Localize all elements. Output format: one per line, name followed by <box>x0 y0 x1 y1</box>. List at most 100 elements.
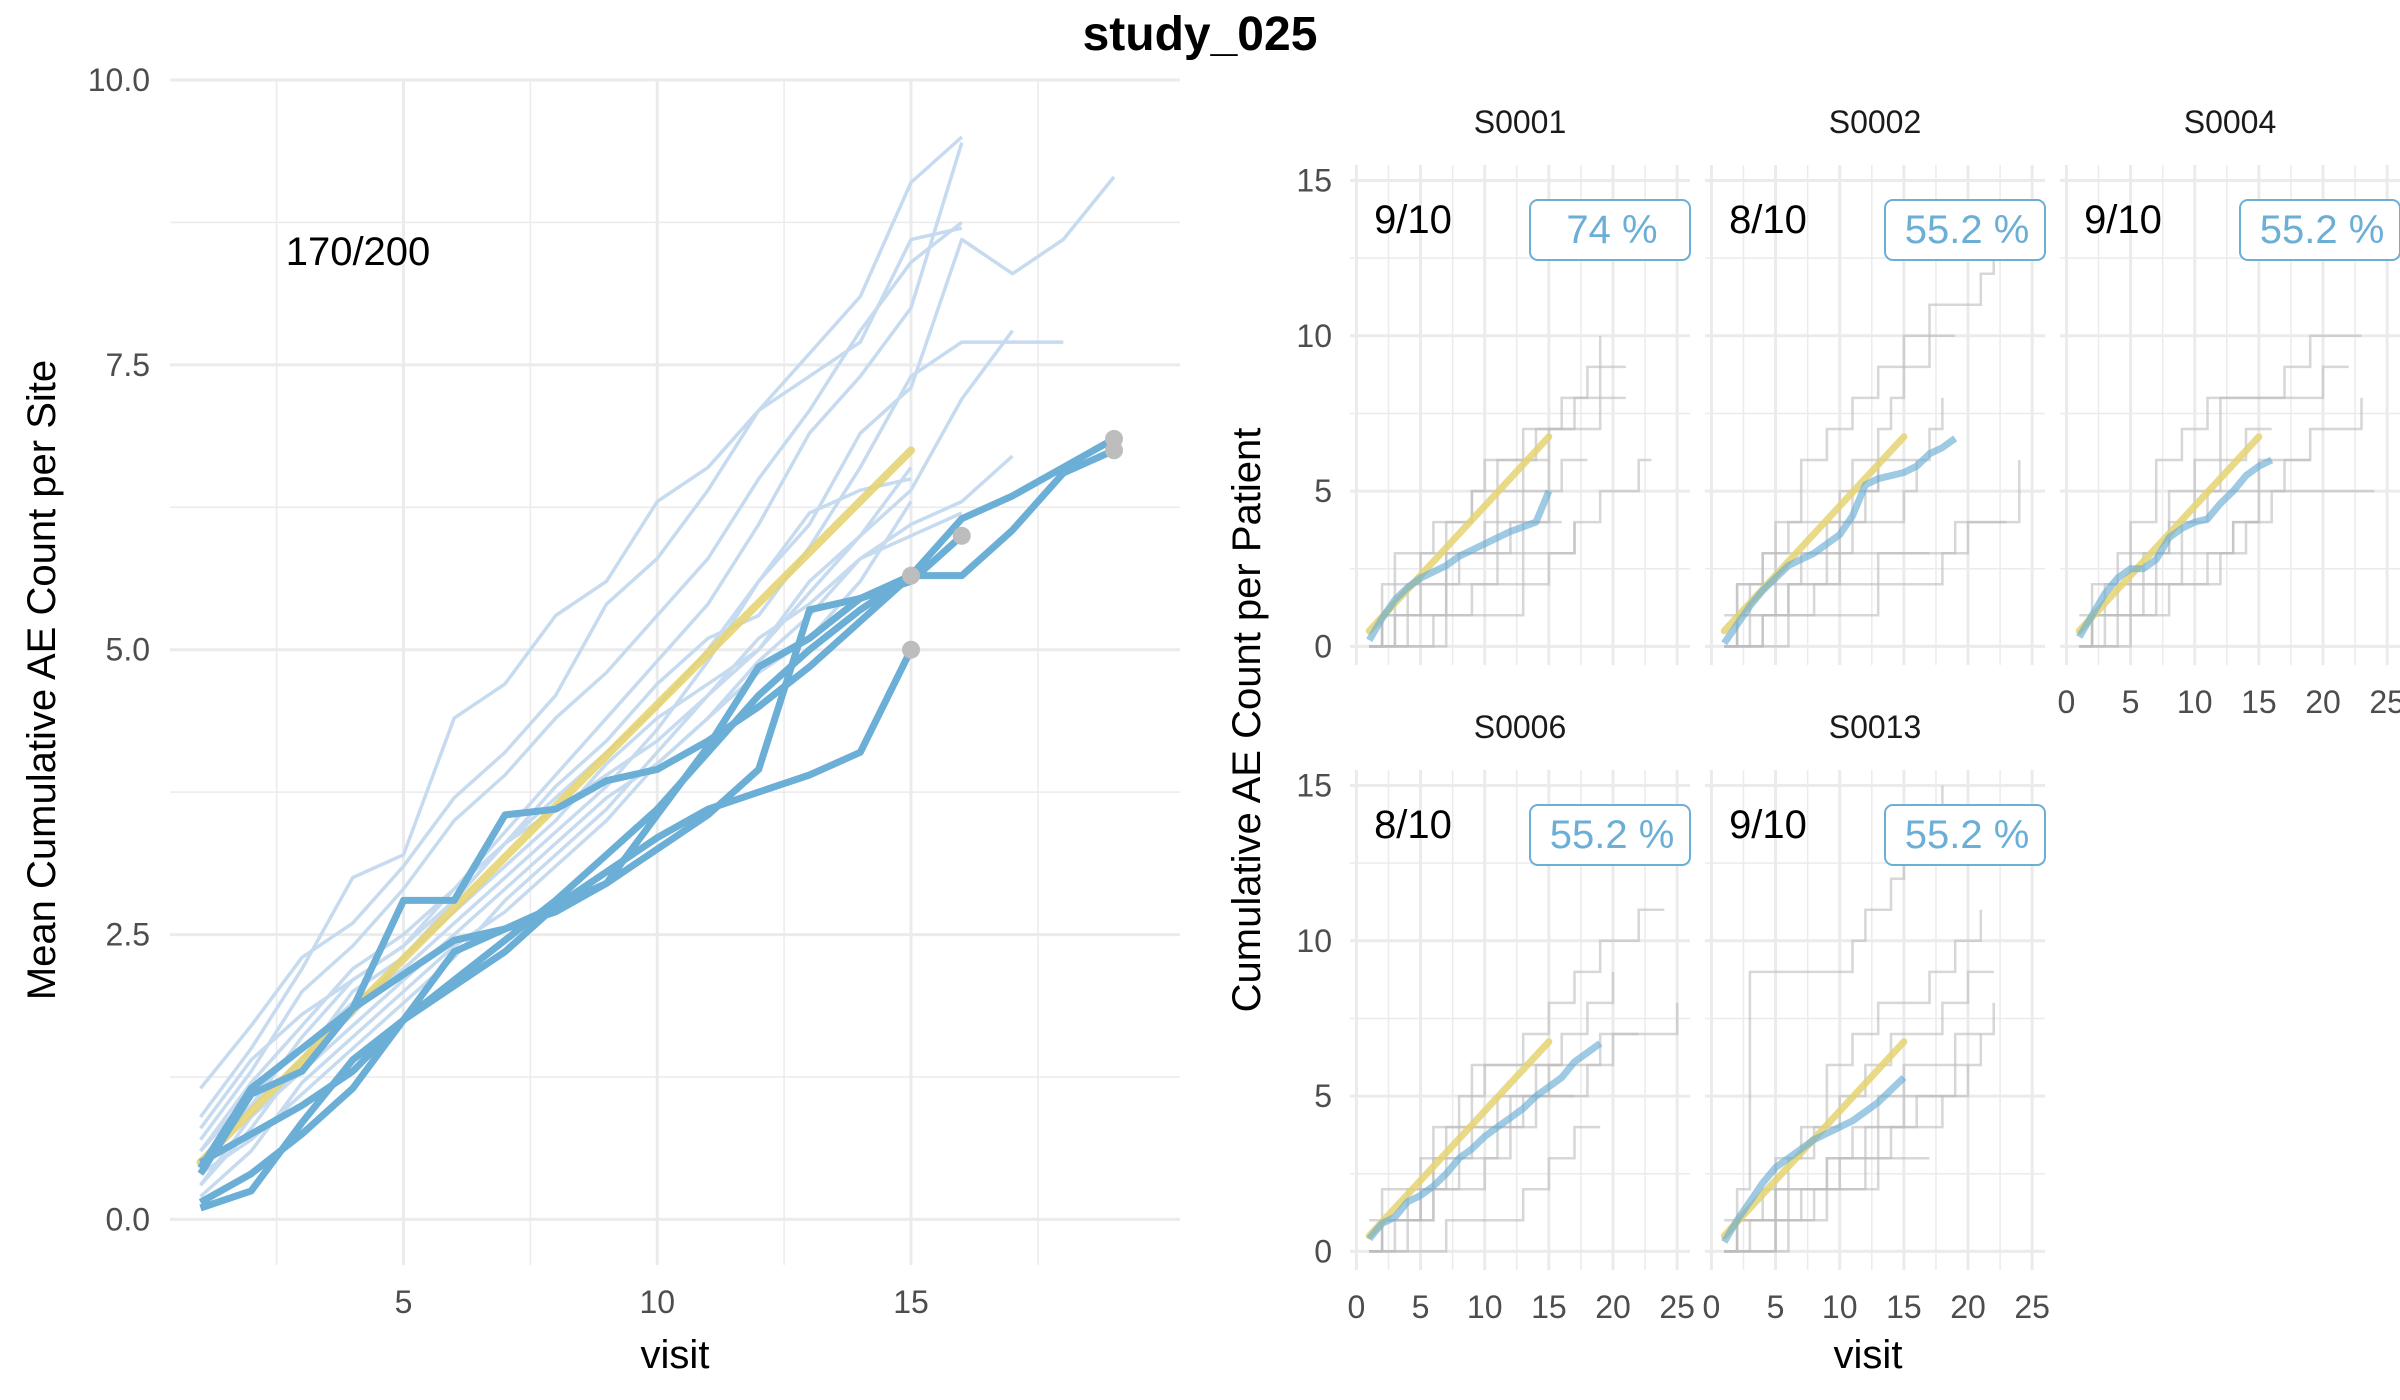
facet-x-tick-label: 25 <box>1659 1289 1695 1325</box>
site-x-axis-label: visit <box>641 1333 710 1377</box>
patient-line <box>1369 1032 1639 1253</box>
facet-site-mean-line <box>1721 435 1958 646</box>
facet-site-mean-line <box>1366 489 1553 642</box>
facet-site-mean-line <box>1366 1040 1603 1242</box>
facet-panel-s0001: S0001 9/10 74 % 0 5 10 15 <box>1296 104 1691 665</box>
facet-x-tick-label: 15 <box>1886 1289 1922 1325</box>
facet-y-tick-label: 0 <box>1314 1233 1332 1269</box>
facet-strip-label: S0004 <box>2184 104 2277 140</box>
facet-y-tick-label: 10 <box>1296 923 1332 959</box>
facet-count-annotation: 9/10 <box>1374 198 1452 242</box>
facet-percent-box <box>1529 804 1691 866</box>
site-background-line <box>199 340 1064 1187</box>
facet-x-tick-label: 0 <box>1703 1289 1721 1325</box>
facet-data <box>1365 335 1652 648</box>
site-highlight-lines <box>197 435 1116 1212</box>
facet-site-mean-line <box>1721 1074 1907 1244</box>
facet-y-tick-label: 5 <box>1314 1078 1332 1114</box>
facet-percent-label: 55.2 % <box>1905 208 2030 252</box>
facet-data <box>2075 334 2375 648</box>
facet-panel-s0004: S0004 9/10 55.2 % 0 5 10 15 20 25 <box>2058 104 2400 720</box>
site-chart-grid <box>170 78 1180 1265</box>
facet-percent-box <box>1884 804 2046 866</box>
facet-count-annotation: 9/10 <box>1729 803 1807 847</box>
site-x-tick-label: 15 <box>893 1284 929 1320</box>
facet-data <box>1720 242 2021 648</box>
facet-x-tick-label: 5 <box>2122 684 2140 720</box>
site-endpoint-dot <box>1105 429 1124 448</box>
site-y-tick-label: 10.0 <box>88 62 150 98</box>
site-y-axis-label: Mean Cumulative AE Count per Site <box>20 360 64 1000</box>
facet-x-tick-label: 10 <box>1822 1289 1858 1325</box>
patient-facets: S0001 9/10 74 % 0 5 10 15 S0002 8/10 55.2 % S0004 9… <box>1296 104 2400 1325</box>
site-endpoint-dot <box>902 640 921 659</box>
patient-line <box>1369 522 1576 648</box>
facet-y-tick-label: 10 <box>1296 318 1332 354</box>
facet-y-tick-label: 5 <box>1314 473 1332 509</box>
patient-line <box>1724 1034 1983 1253</box>
site-y-tick-label: 0.0 <box>106 1201 150 1237</box>
facet-x-tick-label: 20 <box>2305 684 2341 720</box>
facet-x-tick-label: 15 <box>1531 1289 1567 1325</box>
facet-y-tick-label: 15 <box>1296 768 1332 804</box>
facet-count-annotation: 9/10 <box>2084 198 2162 242</box>
patient-level-chart: S0001 9/10 74 % 0 5 10 15 S0002 8/10 55.2 % S0004 9… <box>1225 104 2400 1377</box>
site-x-tick-label: 10 <box>639 1284 675 1320</box>
facet-count-annotation: 8/10 <box>1729 198 1807 242</box>
facet-x-tick-label: 10 <box>2177 684 2213 720</box>
facet-percent-label: 55.2 % <box>1550 813 1675 857</box>
figure-title: study_025 <box>1083 8 1318 61</box>
facet-x-tick-label: 10 <box>1467 1289 1503 1325</box>
facet-percent-label: 55.2 % <box>1905 813 2030 857</box>
site-y-tick-label: 2.5 <box>106 917 150 953</box>
site-endpoint-dot <box>952 526 971 545</box>
facet-percent-box <box>2239 199 2400 261</box>
facet-x-tick-label: 15 <box>2241 684 2277 720</box>
facet-x-tick-label: 5 <box>1767 1289 1785 1325</box>
facet-strip-label: S0013 <box>1829 709 1922 745</box>
patient-line <box>1369 458 1652 648</box>
patient-line <box>2079 458 2311 648</box>
facet-y-tick-label: 15 <box>1296 163 1332 199</box>
facet-strip-label: S0001 <box>1474 104 1567 140</box>
site-endpoint-dot <box>902 566 921 585</box>
site-y-tick-label: 5.0 <box>106 632 150 668</box>
facet-x-tick-label: 0 <box>1348 1289 1366 1325</box>
facet-x-tick-label: 20 <box>1595 1289 1631 1325</box>
patient-line <box>1724 970 1994 1253</box>
site-background-line <box>199 135 963 1118</box>
facet-site-mean-line <box>2076 456 2274 639</box>
patient-line <box>1724 551 1930 648</box>
facet-percent-box <box>1529 199 1691 261</box>
patient-line <box>1369 1125 1601 1253</box>
facet-panel-s0006: S0006 8/10 55.2 % 0 5 10 15 0 5 10 15 20 25 <box>1296 709 1695 1325</box>
facet-x-tick-label: 5 <box>1412 1289 1430 1325</box>
facet-x-tick-label: 0 <box>2058 684 2076 720</box>
site-x-tick-label: 5 <box>395 1284 413 1320</box>
facet-data <box>1365 908 1679 1253</box>
facet-panel-s0013: S0013 9/10 55.2 % 0 5 10 15 20 25 <box>1703 709 2050 1325</box>
facet-x-tick-label: 25 <box>2014 1289 2050 1325</box>
facet-count-annotation: 8/10 <box>1374 803 1452 847</box>
patient-x-axis-label: visit <box>1834 1333 1903 1377</box>
facet-percent-label: 55.2 % <box>2260 208 2385 252</box>
site-count-annotation: 170/200 <box>286 230 431 274</box>
facet-panel-s0002: S0002 8/10 55.2 % <box>1705 104 2046 665</box>
site-background-line <box>199 221 963 1141</box>
site-y-tick-label: 7.5 <box>106 347 150 383</box>
facet-x-tick-label: 20 <box>1950 1289 1986 1325</box>
facet-y-tick-label: 0 <box>1314 628 1332 664</box>
site-background-line <box>199 329 1014 1176</box>
site-background-line <box>199 454 1014 1198</box>
site-highlight-line <box>197 435 1116 1170</box>
facet-x-tick-label: 25 <box>2369 684 2400 720</box>
facet-reference-line <box>1365 1038 1553 1240</box>
site-level-chart: 5 10 15 0.0 2.5 5.0 7.5 10.0 170/200 Mean Cumul… <box>20 62 1180 1377</box>
site-endpoints <box>902 429 1124 659</box>
site-background-line <box>199 226 963 1090</box>
facet-strip-label: S0002 <box>1829 104 1922 140</box>
patient-line <box>2079 489 2375 648</box>
facet-data <box>1720 785 1995 1253</box>
patient-y-axis-label: Cumulative AE Count per Patient <box>1225 428 1269 1013</box>
